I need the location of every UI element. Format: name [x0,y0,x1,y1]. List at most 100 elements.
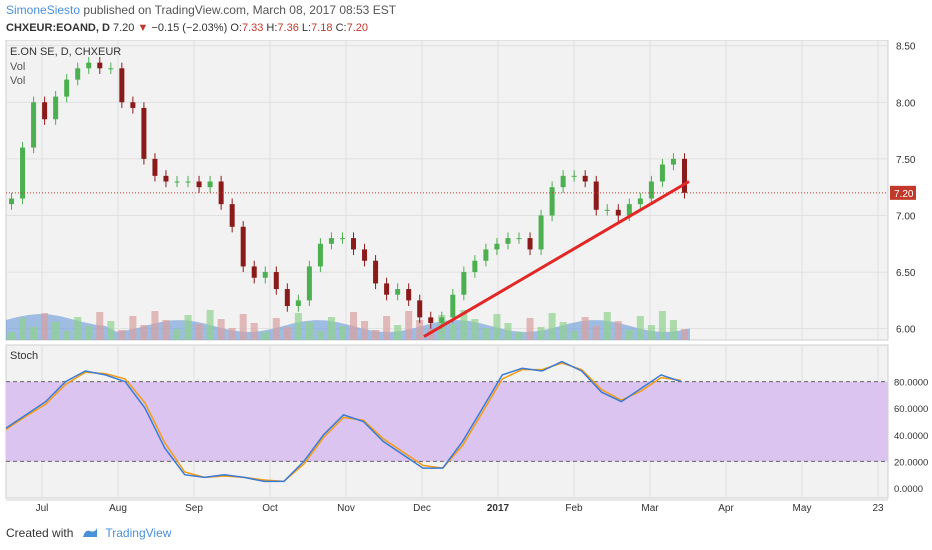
footer: Created with TradingView [6,526,171,540]
candle-body [284,289,290,307]
candle-body [86,62,92,69]
candle-body [351,238,357,250]
volume-bar [118,330,126,340]
candle-body [196,181,202,188]
stoch-y-tick-label: 60.0000 [894,404,928,415]
candle-body [626,204,632,216]
stoch-title: Stoch [10,350,38,362]
volume-bar [129,316,137,340]
candle-body [494,243,500,250]
candle-body [417,300,423,318]
volume-bar [30,327,38,340]
volume-bar [140,325,148,340]
created-with-text: Created with [6,526,74,540]
candle-body [604,209,610,211]
volume-bar [570,331,578,340]
candle-body [648,181,654,199]
volume-bar [63,331,71,340]
volume-bar [636,316,644,340]
volume-bar [74,317,82,340]
volume-bar [8,332,16,340]
volume-bar [327,317,335,340]
candle-body [262,272,268,278]
candle-body [317,243,323,267]
volume-bar [350,312,358,340]
volume-bar [41,313,49,340]
candle-body [582,175,588,182]
candle-body [339,238,345,240]
legend-label: Vol [10,75,25,87]
x-tick-label: Jul [36,503,49,514]
volume-bar [151,311,159,340]
volume-bar [394,325,402,340]
volume-bar [361,321,369,340]
candle-body [593,181,599,210]
candle-body [240,226,246,267]
x-tick-label: Dec [413,503,431,514]
candle-body [505,238,511,244]
open-value: 7.33 [241,22,264,34]
volume-bar [680,329,688,340]
candle-body [373,260,379,284]
candle-body [273,272,279,290]
candle-body [516,238,522,240]
candle-body [681,158,687,193]
candle-body [64,79,70,97]
volume-bar [283,327,291,340]
chart-area[interactable]: Jul Aug Sep Oct Nov Dec 2017 Feb Mar Apr May 23 8.50… [0,40,932,522]
volume-bar [52,322,60,340]
stoch-band [6,381,888,462]
low-label: L: [301,22,312,34]
volume-bar [107,321,115,340]
candle-body [384,283,390,295]
y-tick-label: 7.00 [896,211,916,222]
publish-info: SimoneSiesto published on TradingView.co… [6,3,396,17]
volume-bar [316,331,324,340]
x-tick-label: Sep [185,503,203,514]
close-value: 7.20 [346,22,368,34]
candle-body [395,289,401,295]
volume-bar [482,328,490,340]
x-tick-label: Apr [718,503,734,514]
volume-bar [272,318,280,340]
x-tick-label: Mar [641,503,659,514]
symbol-label: CHXEUR:EOAND, D [6,22,110,34]
y-tick-label: 8.50 [896,42,916,53]
volume-bar [603,312,611,340]
author-link[interactable]: SimoneSiesto [6,3,81,17]
volume-bar [548,313,556,340]
volume-bar [493,314,501,340]
x-tick-label: 2017 [487,503,510,514]
volume-bar [96,312,104,340]
stoch-y-tick-label: 20.0000 [894,457,928,468]
tradingview-brand-link[interactable]: TradingView [105,526,172,540]
close-label: C: [335,22,347,34]
candle-body [549,187,555,216]
volume-bar [383,316,391,340]
candle-body [659,164,665,182]
volume-bar [195,324,203,340]
candle-body [42,102,48,120]
trend-line [423,180,690,338]
volume-bar [217,319,225,340]
tradingview-logo-icon [83,528,98,537]
stoch-y-tick-label: 80.0000 [894,378,928,389]
volume-bar [427,329,435,340]
candle-body [406,289,412,301]
candle-body [670,158,676,165]
volume-bar [85,326,93,340]
candle-body [306,266,312,301]
volume-bar [372,330,380,340]
y-tick-label: 8.00 [896,98,916,109]
candle-body [362,249,368,261]
volume-bar [658,311,666,340]
y-tick-label: 6.50 [896,268,916,279]
volume-bar [625,330,633,340]
x-tick-label: Aug [109,503,127,514]
volume-bar [526,318,534,340]
candle-body [461,272,467,295]
main-pane [5,40,889,341]
x-tick-label: 23 [872,503,884,514]
volume-bar [261,332,269,340]
candle-body [218,181,224,205]
